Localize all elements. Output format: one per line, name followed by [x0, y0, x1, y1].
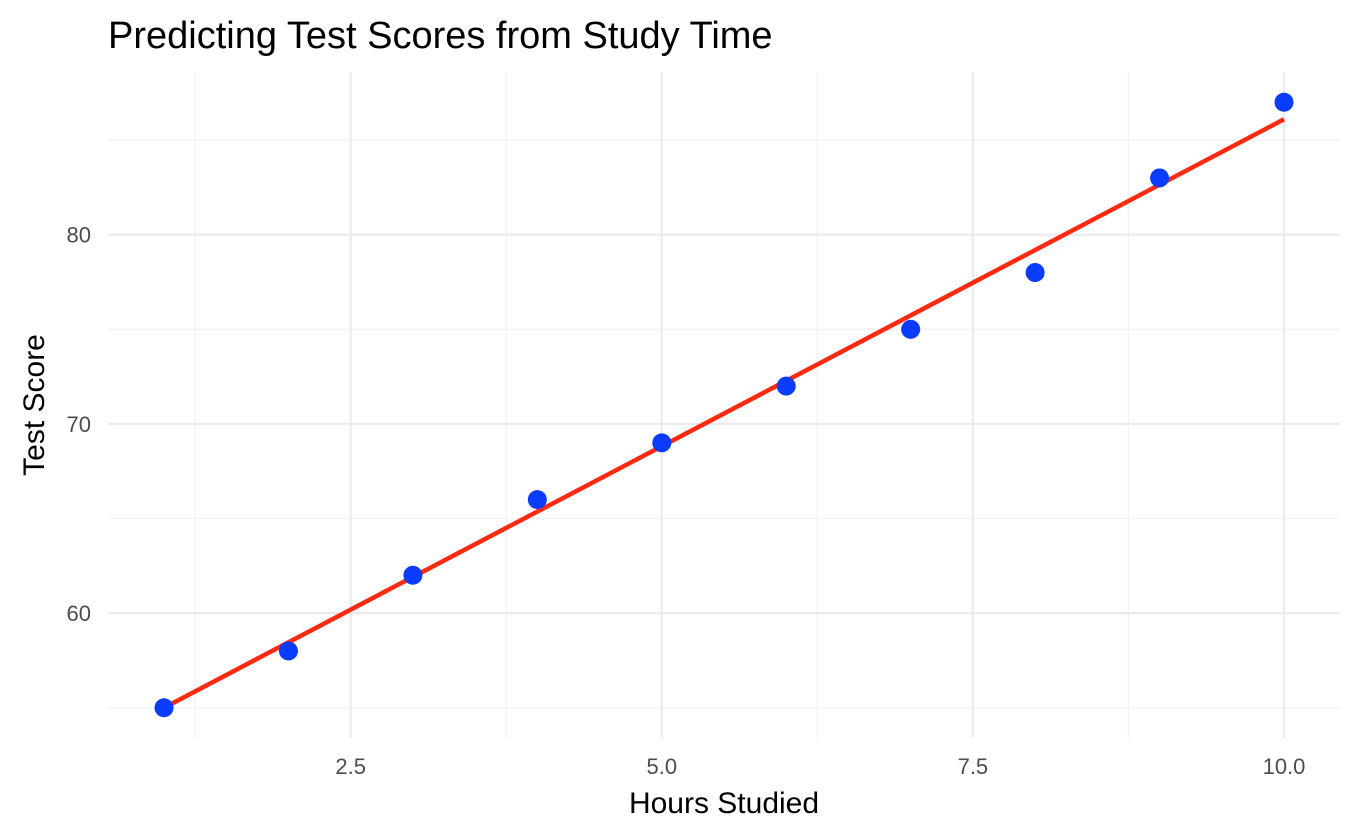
data-point: [776, 376, 796, 396]
data-point: [278, 641, 298, 661]
x-axis-title: Hours Studied: [629, 787, 819, 820]
data-point: [154, 698, 174, 718]
data-points: [154, 92, 1294, 718]
data-point: [1025, 263, 1045, 283]
data-point: [1274, 92, 1294, 112]
y-tick-label: 80: [67, 223, 91, 248]
data-point: [403, 565, 423, 585]
data-point: [652, 433, 672, 453]
chart-title: Predicting Test Scores from Study Time: [108, 15, 773, 57]
data-point: [1150, 168, 1170, 188]
x-tick-label: 2.5: [335, 754, 366, 779]
regression-line: [162, 117, 1286, 710]
x-tick-label: 7.5: [958, 754, 989, 779]
y-tick-label: 60: [67, 601, 91, 626]
y-axis-ticks: 60 70 80: [67, 223, 91, 626]
x-tick-label: 5.0: [646, 754, 677, 779]
data-point: [901, 319, 921, 339]
minor-grid: [108, 72, 1340, 738]
x-axis-ticks: 2.5 5.0 7.5 10.0: [335, 754, 1305, 779]
major-grid: [108, 72, 1340, 738]
x-tick-label: 10.0: [1263, 754, 1306, 779]
y-tick-label: 70: [67, 412, 91, 437]
y-axis-title: Test Score: [18, 334, 51, 476]
data-point: [527, 490, 547, 510]
regression-lines: [162, 117, 1286, 710]
